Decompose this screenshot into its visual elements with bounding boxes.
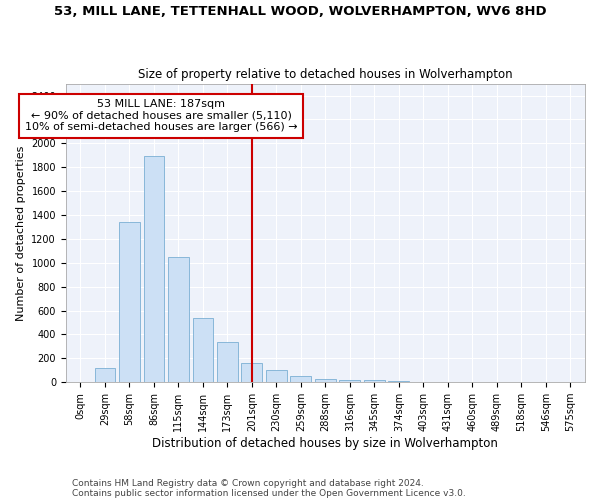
Bar xyxy=(119,222,140,382)
Bar xyxy=(364,380,385,382)
Y-axis label: Number of detached properties: Number of detached properties xyxy=(16,145,26,320)
Bar xyxy=(193,318,214,382)
Bar xyxy=(168,257,189,382)
Text: 53 MILL LANE: 187sqm
← 90% of detached houses are smaller (5,110)
10% of semi-de: 53 MILL LANE: 187sqm ← 90% of detached h… xyxy=(25,99,298,132)
Bar xyxy=(143,156,164,382)
Bar xyxy=(95,368,115,382)
Bar xyxy=(290,376,311,382)
Text: 53, MILL LANE, TETTENHALL WOOD, WOLVERHAMPTON, WV6 8HD: 53, MILL LANE, TETTENHALL WOOD, WOLVERHA… xyxy=(53,5,547,18)
Text: Contains public sector information licensed under the Open Government Licence v3: Contains public sector information licen… xyxy=(72,488,466,498)
Bar xyxy=(315,378,336,382)
Bar xyxy=(388,381,409,382)
Bar xyxy=(217,342,238,382)
X-axis label: Distribution of detached houses by size in Wolverhampton: Distribution of detached houses by size … xyxy=(152,437,499,450)
Bar xyxy=(266,370,287,382)
Bar xyxy=(340,380,360,382)
Text: Contains HM Land Registry data © Crown copyright and database right 2024.: Contains HM Land Registry data © Crown c… xyxy=(72,478,424,488)
Title: Size of property relative to detached houses in Wolverhampton: Size of property relative to detached ho… xyxy=(138,68,512,81)
Bar xyxy=(241,363,262,382)
